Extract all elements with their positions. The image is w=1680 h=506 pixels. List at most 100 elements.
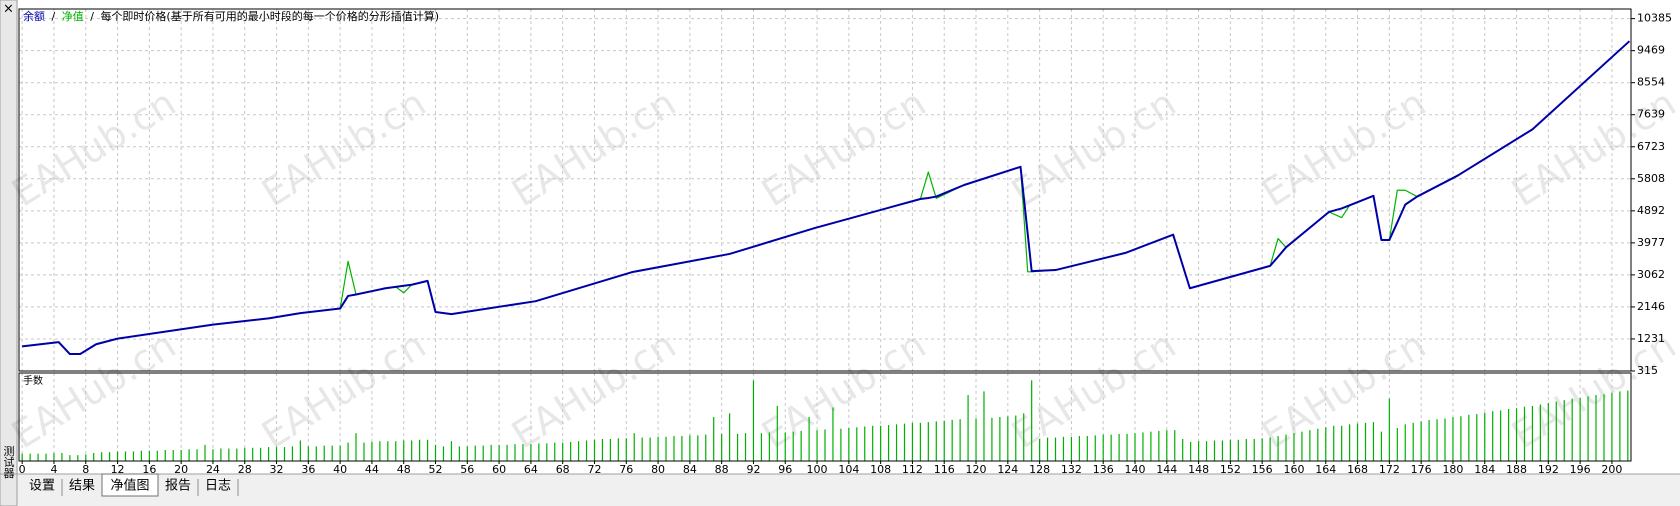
x-tick-label: 40 — [333, 463, 347, 476]
x-tick-label: 28 — [238, 463, 252, 476]
lot-bar — [585, 440, 588, 461]
x-tick-label: 72 — [587, 463, 601, 476]
lot-bar — [1579, 397, 1581, 461]
lot-bar — [1349, 424, 1351, 461]
tab-label[interactable]: 结果 — [69, 479, 95, 494]
lot-bar — [554, 442, 556, 461]
legend-equity: 净值 — [62, 9, 84, 23]
x-tick-label: 192 — [1538, 463, 1559, 476]
lot-bar — [109, 452, 111, 461]
lot-bar — [713, 417, 715, 461]
lot-bar — [1174, 430, 1176, 461]
lot-bar — [681, 436, 683, 461]
lot-bar — [848, 428, 850, 461]
grid: 3151231214630623977489258086723763985549… — [19, 9, 1672, 476]
tab-active[interactable] — [101, 473, 159, 497]
lot-bar — [1126, 433, 1128, 461]
lot-bar — [1134, 433, 1136, 461]
x-tick-label: 160 — [1283, 463, 1304, 476]
tab-label[interactable]: 日志 — [205, 479, 231, 494]
lot-bar — [1444, 418, 1446, 461]
y-tick-label: 1231 — [1637, 332, 1665, 345]
lot-bar — [665, 436, 667, 461]
lot-bar — [267, 447, 270, 461]
lot-bar — [1317, 428, 1319, 461]
lot-bar — [1078, 436, 1080, 461]
x-tick-label: 180 — [1442, 463, 1463, 476]
lot-bar — [1571, 398, 1573, 461]
lot-bar — [657, 436, 659, 461]
lot-bar — [760, 433, 763, 461]
legend-separator: / — [90, 10, 94, 23]
x-tick-label: 0 — [19, 463, 26, 476]
tab-label[interactable]: 净值图 — [110, 478, 149, 494]
lot-bar — [752, 380, 755, 461]
y-tick-label: 2146 — [1637, 300, 1665, 313]
x-tick-label: 132 — [1061, 463, 1082, 476]
lot-bar — [784, 432, 786, 461]
lot-bar — [482, 445, 484, 461]
lot-bar — [601, 439, 604, 461]
lot-bar — [1412, 422, 1414, 461]
lot-bar — [69, 455, 71, 461]
lot-bar — [1325, 427, 1327, 461]
x-tick-label: 92 — [746, 463, 760, 476]
x-tick-label: 32 — [270, 463, 284, 476]
lot-bar — [1364, 422, 1367, 461]
lot-bar — [864, 426, 866, 461]
tab-label[interactable]: 设置 — [29, 479, 55, 494]
x-tick-label: 184 — [1474, 463, 1495, 476]
close-button[interactable]: × — [3, 2, 14, 17]
lot-bar — [1555, 401, 1557, 461]
lot-bar — [1102, 434, 1104, 461]
lot-bar — [927, 422, 929, 461]
lot-bar — [514, 444, 516, 461]
x-tick-label: 104 — [838, 463, 859, 476]
lot-bar — [1356, 423, 1359, 461]
lot-bar — [1627, 390, 1629, 461]
lot-bar — [156, 450, 158, 461]
lot-bar — [347, 442, 349, 461]
lot-bar — [1404, 424, 1406, 461]
x-tick-label: 44 — [365, 463, 379, 476]
lot-bar — [164, 450, 166, 461]
lot-bar — [1603, 394, 1605, 461]
lot-bar — [792, 431, 794, 461]
marks — [21, 40, 1631, 461]
lot-bar — [1110, 434, 1112, 461]
y-tick-label: 8554 — [1637, 76, 1665, 89]
lot-bar — [403, 440, 405, 461]
lot-bar — [697, 435, 699, 461]
lot-bar — [1531, 406, 1534, 461]
x-tick-label: 84 — [683, 463, 697, 476]
lot-bar — [1261, 438, 1263, 461]
lot-bar — [577, 441, 580, 461]
lot-bar — [1277, 436, 1279, 461]
lot-bar — [1190, 441, 1192, 461]
lot-bar — [593, 439, 596, 461]
lot-bar — [887, 425, 890, 461]
lot-bar — [180, 450, 182, 461]
tab-label[interactable]: 报告 — [165, 479, 191, 494]
lower-panel-frame — [18, 372, 1632, 462]
lot-bar — [1611, 392, 1613, 461]
lot-bar — [323, 445, 325, 461]
lot-bar — [371, 441, 373, 461]
lot-bar — [1197, 441, 1200, 461]
lot-bar — [673, 436, 675, 461]
legend-balance: 余额 — [23, 9, 45, 23]
lot-bar — [490, 444, 492, 461]
upper-panel-frame — [18, 8, 1632, 372]
lot-bar — [1587, 396, 1589, 461]
x-tick-label: 100 — [807, 463, 828, 476]
x-tick-label: 48 — [397, 463, 411, 476]
lot-bar — [1452, 417, 1454, 461]
lot-bar — [856, 427, 858, 461]
lot-bar — [283, 447, 286, 461]
x-tick-label: 36 — [301, 463, 315, 476]
x-tick-label: 116 — [934, 463, 955, 476]
x-tick-label: 120 — [966, 463, 987, 476]
lot-bar — [1372, 422, 1375, 461]
lot-bar — [840, 428, 842, 461]
